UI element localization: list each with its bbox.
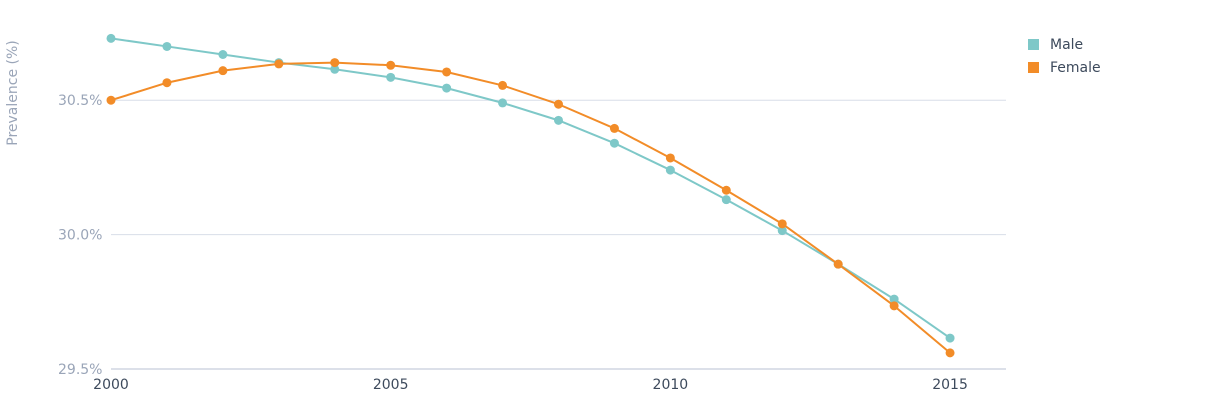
legend-swatch-female xyxy=(1028,62,1039,73)
series-line-male xyxy=(110,37,951,339)
data-point-male[interactable] xyxy=(218,50,228,60)
data-point-female[interactable] xyxy=(833,259,843,269)
legend-item-male[interactable]: Male xyxy=(1028,33,1101,56)
data-point-female[interactable] xyxy=(554,99,563,109)
legend-label-male: Male xyxy=(1050,36,1084,53)
legend: Male Female xyxy=(1028,33,1101,79)
y-tick-label: 30.0% xyxy=(58,228,102,244)
data-point-female[interactable] xyxy=(386,60,396,70)
data-point-female[interactable] xyxy=(218,66,228,76)
y-axis-title: Prevalence (%) xyxy=(5,40,21,146)
data-point-male[interactable] xyxy=(777,226,787,236)
data-point-female[interactable] xyxy=(106,95,116,105)
data-point-female[interactable] xyxy=(442,67,452,77)
data-point-male[interactable] xyxy=(554,115,563,125)
x-tick-label: 2000 xyxy=(93,377,129,393)
x-tick-label: 2015 xyxy=(932,377,968,393)
data-point-male[interactable] xyxy=(162,41,172,51)
data-point-female[interactable] xyxy=(498,80,508,90)
y-tick-label: 30.5% xyxy=(58,93,102,109)
legend-item-female[interactable]: Female xyxy=(1028,56,1101,79)
data-point-male[interactable] xyxy=(498,98,508,108)
data-point-male[interactable] xyxy=(330,64,340,74)
data-point-female[interactable] xyxy=(665,153,675,163)
legend-label-female: Female xyxy=(1050,59,1101,76)
data-point-female[interactable] xyxy=(721,185,731,195)
data-point-female[interactable] xyxy=(330,58,340,68)
y-tick-label: 29.5% xyxy=(58,362,102,378)
data-point-female[interactable] xyxy=(777,219,787,229)
series-lines xyxy=(106,33,955,358)
y-axis-tick-labels: 29.5% 30.0% 30.5% xyxy=(58,93,102,378)
x-axis-tick-labels: 2000 2005 2010 2015 xyxy=(93,377,968,393)
data-point-female[interactable] xyxy=(162,78,172,88)
x-tick-label: 2005 xyxy=(373,377,409,393)
data-point-male[interactable] xyxy=(442,83,452,93)
data-point-male[interactable] xyxy=(106,33,116,43)
data-point-male[interactable] xyxy=(386,72,396,82)
data-point-female[interactable] xyxy=(945,348,955,358)
data-point-male[interactable] xyxy=(721,195,731,205)
data-point-female[interactable] xyxy=(889,301,899,311)
x-tick-label: 2010 xyxy=(653,377,689,393)
data-point-female[interactable] xyxy=(274,59,284,69)
data-point-female[interactable] xyxy=(609,123,619,133)
series-female xyxy=(106,58,955,358)
series-male xyxy=(106,33,955,343)
series-line-female xyxy=(110,61,951,354)
data-point-male[interactable] xyxy=(945,333,955,343)
data-point-male[interactable] xyxy=(609,138,619,148)
legend-swatch-male xyxy=(1028,39,1039,50)
data-point-male[interactable] xyxy=(889,294,899,304)
data-point-male[interactable] xyxy=(665,165,675,175)
